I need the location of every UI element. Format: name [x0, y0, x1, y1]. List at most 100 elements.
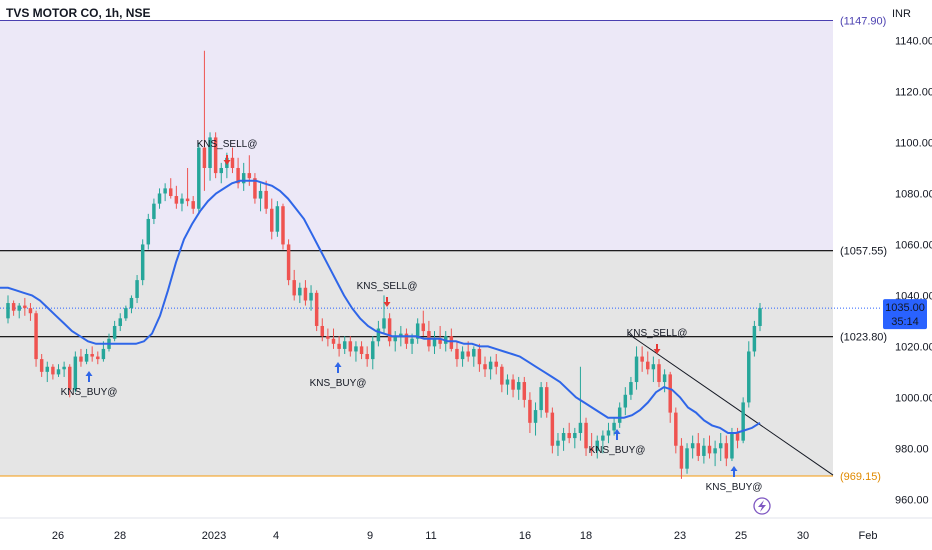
candle-body — [505, 379, 510, 385]
candle-body — [752, 325, 757, 352]
candle-body — [298, 287, 302, 296]
candle-body — [500, 366, 504, 385]
lightning-icon[interactable] — [753, 497, 771, 515]
candle-body — [578, 422, 583, 434]
candle-body — [674, 412, 678, 446]
price-axis[interactable]: INR 960.00980.001000.001020.001040.00106… — [892, 8, 932, 506]
candle-body — [617, 407, 622, 423]
candle-body — [550, 412, 555, 446]
candle-body — [292, 280, 296, 296]
last-price-box — [883, 299, 927, 330]
candle-body — [124, 308, 128, 319]
candle-body — [410, 338, 414, 344]
candle-body — [545, 387, 549, 413]
candle-body — [264, 190, 268, 209]
candle-body — [387, 318, 392, 342]
candle-body — [601, 435, 605, 441]
price-zone — [0, 250, 833, 476]
candle-body — [718, 443, 723, 449]
candle-body — [539, 387, 543, 411]
buy-arrow-icon — [85, 371, 93, 382]
candle-body — [281, 206, 285, 245]
candle-body — [56, 369, 61, 375]
y-tick-label: 1120.00 — [895, 87, 932, 99]
candle-body — [303, 287, 308, 301]
candle-body — [747, 351, 751, 403]
buy-arrow-icon — [334, 362, 342, 373]
candle-body — [208, 137, 212, 168]
candle-body — [696, 443, 701, 456]
y-tick-label: 1100.00 — [895, 138, 932, 150]
candle-body — [309, 292, 313, 301]
candles — [6, 50, 762, 479]
candle-body — [690, 443, 695, 449]
candle-body — [758, 308, 762, 326]
candle-body — [6, 303, 10, 319]
candle-body — [320, 325, 325, 337]
candle-body — [90, 354, 94, 357]
candle-body — [241, 173, 246, 184]
candle-body — [668, 374, 672, 413]
y-tick-label: 1000.00 — [895, 392, 932, 404]
candle-body — [342, 341, 347, 349]
x-tick-label: Feb — [859, 530, 878, 542]
candle-body — [140, 244, 145, 281]
candle-body — [466, 351, 470, 357]
candle-body — [376, 328, 381, 342]
y-tick-label: 960.00 — [895, 494, 929, 506]
candle-body — [438, 338, 442, 344]
candle-body — [11, 303, 16, 311]
candle-body — [713, 448, 717, 454]
y-tick-label: 980.00 — [895, 443, 929, 455]
candle-body — [275, 206, 280, 232]
candle-body — [286, 244, 291, 281]
candle-body — [528, 399, 532, 423]
candle-body — [651, 364, 656, 370]
candle-body — [163, 188, 167, 194]
signal-label: KNS_BUY@ — [310, 378, 367, 389]
candle-body — [28, 308, 33, 314]
candle-body — [258, 190, 263, 199]
candle-body — [623, 394, 628, 408]
candle-body — [73, 356, 78, 390]
candle-body — [415, 323, 420, 339]
candle-body — [724, 443, 729, 459]
zones — [0, 20, 833, 476]
time-axis[interactable]: 26 28 2023 4 9 11 16 18 23 25 30 Feb — [0, 517, 932, 542]
candle-body — [399, 333, 403, 337]
candle-body — [152, 203, 156, 219]
candle-body — [270, 208, 274, 232]
candle-body — [393, 336, 397, 342]
candle-body — [354, 346, 358, 352]
candle-body — [314, 292, 319, 326]
candle-body — [51, 366, 55, 375]
candle-body — [657, 364, 661, 383]
candle-body — [174, 196, 179, 204]
x-tick-label: 16 — [519, 530, 531, 542]
x-tick-label: 9 — [367, 530, 373, 542]
candle-body — [455, 348, 459, 360]
candle-body — [185, 198, 190, 202]
candle-body — [589, 448, 594, 451]
candle-body — [146, 218, 151, 245]
candle-body — [488, 361, 493, 370]
candle-body — [326, 336, 330, 339]
candle-body — [735, 433, 740, 441]
candle-body — [253, 178, 257, 199]
candle-body — [157, 193, 162, 204]
candle-body — [101, 348, 106, 360]
bar-countdown: 35:14 — [891, 316, 919, 328]
trendline — [627, 333, 834, 476]
candle-body — [191, 201, 195, 209]
candle-body — [646, 361, 650, 370]
price-axis-unit: INR — [892, 8, 911, 20]
level-lines: (1147.90) (1057.55) (1023.80) (969.15) — [0, 15, 887, 483]
x-tick-label: 30 — [797, 530, 809, 542]
x-tick-label: 2023 — [202, 530, 226, 542]
signal-label: KNS_BUY@ — [61, 387, 118, 398]
x-tick-label: 18 — [580, 530, 592, 542]
candle-body — [169, 188, 173, 197]
level-label: (1147.90) — [840, 15, 886, 27]
candle-body — [197, 147, 201, 209]
